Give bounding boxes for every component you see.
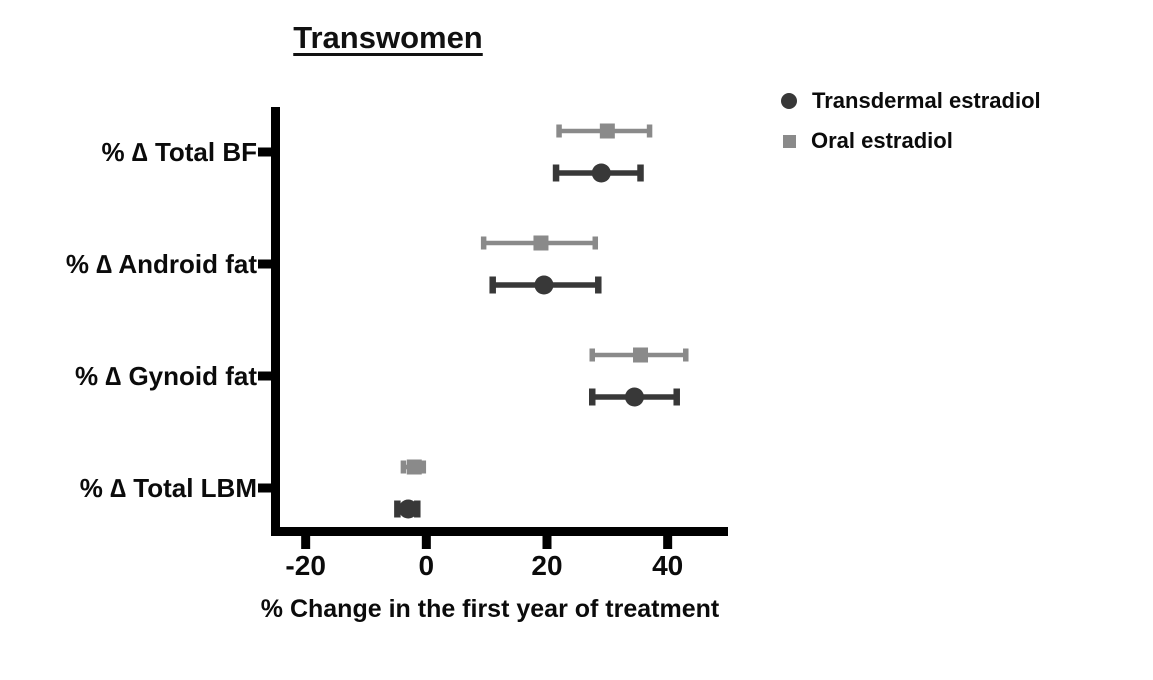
category-label: % ∆ Total BF bbox=[101, 137, 257, 167]
y-axis-spine bbox=[271, 107, 280, 536]
y-tick bbox=[258, 483, 271, 493]
category-label: % ∆ Gynoid fat bbox=[75, 361, 257, 391]
chart-title: Transwomen bbox=[293, 20, 483, 55]
x-tick bbox=[421, 536, 431, 549]
x-tick bbox=[663, 536, 673, 549]
data-point-circle bbox=[624, 387, 644, 407]
x-axis-label: % Change in the first year of treatment bbox=[260, 595, 720, 623]
category-label: % ∆ Total LBM bbox=[80, 473, 257, 503]
legend-marker-circle-icon bbox=[781, 93, 797, 109]
x-tick bbox=[542, 536, 552, 549]
y-tick bbox=[258, 147, 271, 157]
data-point-square bbox=[633, 347, 649, 363]
x-tick-label: 20 bbox=[531, 550, 562, 581]
legend-item-label: Oral estradiol bbox=[811, 128, 953, 153]
data-point-square bbox=[533, 235, 549, 251]
x-tick-label: 40 bbox=[652, 550, 683, 581]
legend-item-label: Transdermal estradiol bbox=[812, 88, 1041, 113]
legend-marker-square-icon bbox=[783, 134, 796, 148]
data-point-circle bbox=[534, 275, 554, 295]
y-tick bbox=[258, 371, 271, 381]
data-point-circle bbox=[398, 499, 418, 519]
x-tick bbox=[301, 536, 311, 549]
x-tick-label: -20 bbox=[285, 550, 325, 581]
category-label: % ∆ Android fat bbox=[66, 249, 257, 279]
data-point-square bbox=[406, 459, 422, 475]
x-axis-spine bbox=[271, 527, 728, 536]
y-tick bbox=[258, 259, 271, 269]
legend-item-transdermal: Transdermal estradiol bbox=[781, 88, 1041, 114]
data-point-square bbox=[599, 123, 615, 139]
data-point-circle bbox=[591, 163, 611, 183]
legend: Transdermal estradiol Oral estradiol bbox=[781, 88, 1041, 154]
legend-item-oral: Oral estradiol bbox=[781, 128, 1041, 154]
x-tick-label: 0 bbox=[419, 550, 435, 581]
